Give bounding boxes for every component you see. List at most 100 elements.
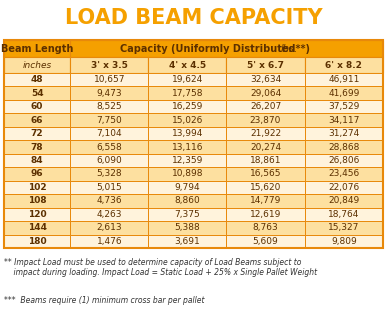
Text: 5,609: 5,609 bbox=[253, 237, 278, 246]
Bar bbox=[70, 208, 148, 221]
Bar bbox=[70, 167, 148, 181]
Text: 15,026: 15,026 bbox=[172, 116, 203, 125]
Text: 108: 108 bbox=[28, 196, 46, 205]
Bar bbox=[70, 40, 383, 57]
Bar bbox=[305, 127, 383, 140]
Bar bbox=[70, 194, 148, 208]
Text: 4' x 4.5: 4' x 4.5 bbox=[169, 60, 206, 70]
Bar bbox=[226, 86, 305, 100]
Bar bbox=[4, 181, 70, 194]
Text: 23,456: 23,456 bbox=[328, 169, 360, 178]
Text: 22,076: 22,076 bbox=[328, 183, 360, 192]
Bar bbox=[305, 208, 383, 221]
Bar bbox=[148, 86, 226, 100]
Bar bbox=[148, 127, 226, 140]
Bar bbox=[305, 100, 383, 113]
Bar bbox=[226, 208, 305, 221]
Bar bbox=[4, 140, 70, 154]
Bar bbox=[4, 235, 70, 248]
Text: 10,898: 10,898 bbox=[172, 169, 203, 178]
Bar bbox=[226, 221, 305, 235]
Text: Beam Length: Beam Length bbox=[1, 43, 74, 53]
Bar bbox=[70, 100, 148, 113]
Bar bbox=[305, 235, 383, 248]
Bar bbox=[226, 194, 305, 208]
Bar bbox=[226, 181, 305, 194]
Text: 6' x 8.2: 6' x 8.2 bbox=[325, 60, 362, 70]
Text: Capacity (Uniformly Distributed**): Capacity (Uniformly Distributed**) bbox=[120, 43, 313, 53]
Bar bbox=[70, 73, 148, 86]
Bar bbox=[148, 140, 226, 154]
Bar bbox=[305, 57, 383, 73]
Text: 15,620: 15,620 bbox=[250, 183, 281, 192]
Bar bbox=[70, 57, 148, 73]
Bar bbox=[4, 167, 70, 181]
Text: 66: 66 bbox=[31, 116, 43, 125]
Text: 16,565: 16,565 bbox=[250, 169, 281, 178]
Text: lbs.: lbs. bbox=[281, 43, 298, 53]
Text: 7,375: 7,375 bbox=[175, 210, 200, 219]
Text: 9,794: 9,794 bbox=[175, 183, 200, 192]
Bar bbox=[226, 140, 305, 154]
Text: 84: 84 bbox=[31, 156, 43, 165]
Text: 37,529: 37,529 bbox=[328, 102, 360, 111]
Text: 14,779: 14,779 bbox=[250, 196, 281, 205]
Text: 5,015: 5,015 bbox=[96, 183, 122, 192]
Bar bbox=[148, 57, 226, 73]
Text: 18,861: 18,861 bbox=[250, 156, 281, 165]
Bar bbox=[148, 181, 226, 194]
Text: 3,691: 3,691 bbox=[175, 237, 200, 246]
Text: 180: 180 bbox=[28, 237, 46, 246]
Text: 34,117: 34,117 bbox=[328, 116, 360, 125]
Text: 8,860: 8,860 bbox=[175, 196, 200, 205]
Text: 6,558: 6,558 bbox=[96, 142, 122, 152]
Text: 9,809: 9,809 bbox=[331, 237, 357, 246]
Text: LOAD BEAM CAPACITY: LOAD BEAM CAPACITY bbox=[65, 8, 322, 28]
Bar bbox=[305, 167, 383, 181]
Bar bbox=[70, 140, 148, 154]
Text: 12,359: 12,359 bbox=[172, 156, 203, 165]
Bar bbox=[305, 221, 383, 235]
Text: 8,763: 8,763 bbox=[253, 223, 278, 232]
Text: 13,994: 13,994 bbox=[172, 129, 203, 138]
Bar bbox=[70, 235, 148, 248]
Bar bbox=[4, 86, 70, 100]
Bar bbox=[70, 127, 148, 140]
Text: 144: 144 bbox=[27, 223, 47, 232]
Text: 41,699: 41,699 bbox=[328, 89, 360, 98]
Text: 21,922: 21,922 bbox=[250, 129, 281, 138]
Text: 19,624: 19,624 bbox=[172, 75, 203, 84]
Bar bbox=[4, 194, 70, 208]
Bar bbox=[305, 140, 383, 154]
Text: 7,750: 7,750 bbox=[96, 116, 122, 125]
Text: 60: 60 bbox=[31, 102, 43, 111]
Bar bbox=[4, 100, 70, 113]
Text: 4,736: 4,736 bbox=[96, 196, 122, 205]
Bar bbox=[226, 235, 305, 248]
Text: 26,207: 26,207 bbox=[250, 102, 281, 111]
Bar bbox=[148, 73, 226, 86]
Bar bbox=[4, 40, 383, 248]
Bar bbox=[226, 154, 305, 167]
Bar bbox=[148, 221, 226, 235]
Bar bbox=[226, 73, 305, 86]
Text: 6,090: 6,090 bbox=[96, 156, 122, 165]
Bar bbox=[70, 86, 148, 100]
Bar bbox=[305, 154, 383, 167]
Text: inches: inches bbox=[22, 60, 52, 70]
Bar bbox=[4, 113, 70, 127]
Text: 18,764: 18,764 bbox=[328, 210, 360, 219]
Text: 78: 78 bbox=[31, 142, 43, 152]
Bar bbox=[4, 73, 70, 86]
Bar bbox=[4, 40, 70, 57]
Text: 20,849: 20,849 bbox=[328, 196, 360, 205]
Text: 13,116: 13,116 bbox=[172, 142, 203, 152]
Text: 102: 102 bbox=[28, 183, 46, 192]
Text: 2,613: 2,613 bbox=[96, 223, 122, 232]
Bar bbox=[148, 235, 226, 248]
Bar bbox=[148, 194, 226, 208]
Bar bbox=[305, 194, 383, 208]
Bar bbox=[4, 154, 70, 167]
Text: 7,104: 7,104 bbox=[96, 129, 122, 138]
Bar bbox=[70, 113, 148, 127]
